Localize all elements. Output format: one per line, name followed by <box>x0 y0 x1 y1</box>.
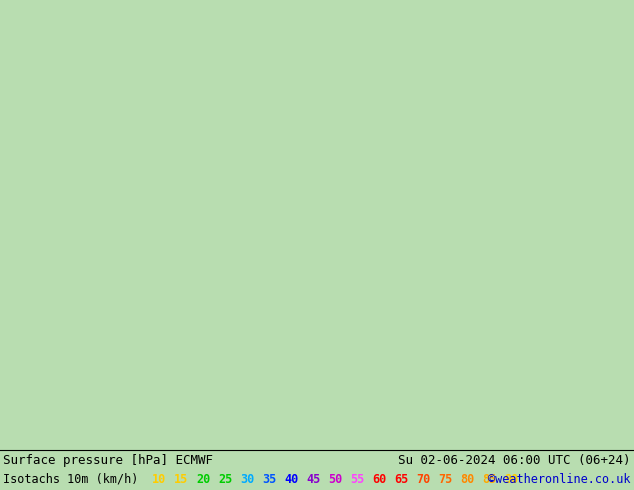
Text: 80: 80 <box>460 472 474 486</box>
Text: 90: 90 <box>504 472 518 486</box>
Text: 20: 20 <box>196 472 210 486</box>
Text: 60: 60 <box>372 472 386 486</box>
Text: 50: 50 <box>328 472 342 486</box>
Text: 10: 10 <box>152 472 166 486</box>
Text: 35: 35 <box>262 472 276 486</box>
Text: Surface pressure [hPa] ECMWF: Surface pressure [hPa] ECMWF <box>3 454 213 467</box>
Text: 15: 15 <box>174 472 188 486</box>
Text: Isotachs 10m (km/h): Isotachs 10m (km/h) <box>3 472 138 486</box>
Text: 65: 65 <box>394 472 408 486</box>
Text: 25: 25 <box>218 472 232 486</box>
Text: Su 02-06-2024 06:00 UTC (06+24): Su 02-06-2024 06:00 UTC (06+24) <box>399 454 631 467</box>
Text: 30: 30 <box>240 472 254 486</box>
Text: 40: 40 <box>284 472 298 486</box>
Text: 75: 75 <box>438 472 452 486</box>
Text: ©weatheronline.co.uk: ©weatheronline.co.uk <box>489 472 631 486</box>
Text: 85: 85 <box>482 472 496 486</box>
Text: 55: 55 <box>350 472 365 486</box>
Text: 70: 70 <box>416 472 430 486</box>
Text: 45: 45 <box>306 472 320 486</box>
